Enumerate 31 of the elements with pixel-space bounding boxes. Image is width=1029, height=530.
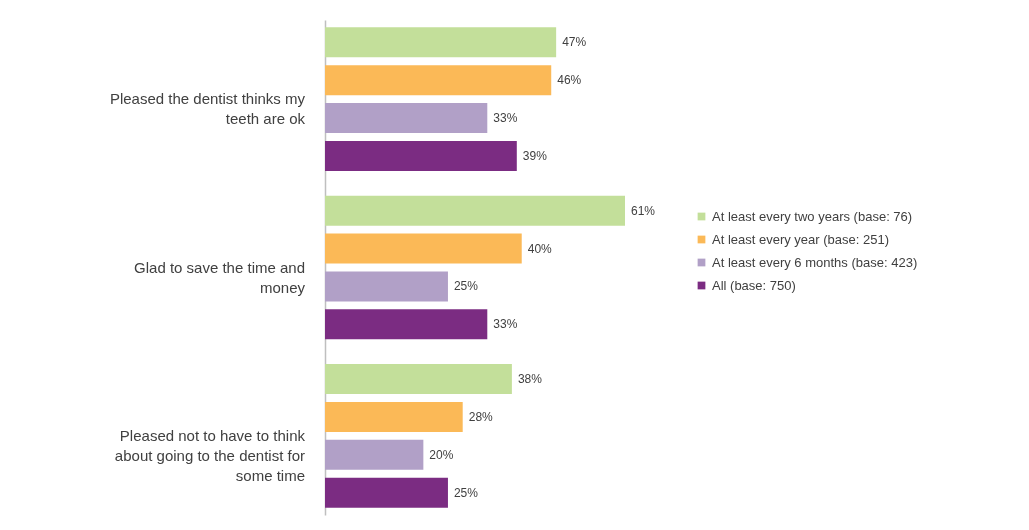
data-label: 61% bbox=[631, 203, 656, 218]
bar bbox=[325, 309, 488, 340]
bar bbox=[325, 364, 512, 395]
data-label: 33% bbox=[493, 111, 518, 126]
data-label: 25% bbox=[453, 279, 479, 294]
data-label: 25% bbox=[453, 485, 479, 500]
bar bbox=[325, 401, 463, 432]
y-tick-label: Pleased the dentist thinks my teeth are ok bbox=[109, 90, 306, 128]
y-tick-label: Pleased not to have to think about going to the dentist for some time bbox=[114, 426, 306, 484]
bar bbox=[325, 27, 557, 58]
legend-label: All (base: 750) bbox=[712, 277, 796, 293]
legend-label: At least every 6 months (base: 423) bbox=[712, 254, 918, 270]
bar bbox=[325, 271, 448, 302]
data-label: 47% bbox=[562, 35, 587, 50]
legend-label: At least every two years (base: 76) bbox=[712, 208, 913, 224]
y-tick-label: Glad to save the time and money bbox=[134, 258, 306, 296]
data-label: 39% bbox=[522, 148, 548, 163]
bar bbox=[325, 103, 488, 134]
bar bbox=[325, 233, 522, 264]
bar bbox=[325, 195, 625, 226]
data-label: 33% bbox=[493, 317, 518, 332]
bar bbox=[325, 439, 424, 470]
bar bbox=[325, 140, 517, 171]
data-label: 28% bbox=[468, 409, 494, 424]
bar bbox=[325, 65, 552, 96]
legend-label: At least every year (base: 251) bbox=[712, 231, 890, 247]
data-label: 38% bbox=[517, 372, 543, 387]
data-label: 20% bbox=[429, 447, 454, 462]
data-label: 46% bbox=[557, 73, 582, 88]
data-label: 40% bbox=[527, 241, 553, 256]
bar bbox=[325, 477, 448, 508]
